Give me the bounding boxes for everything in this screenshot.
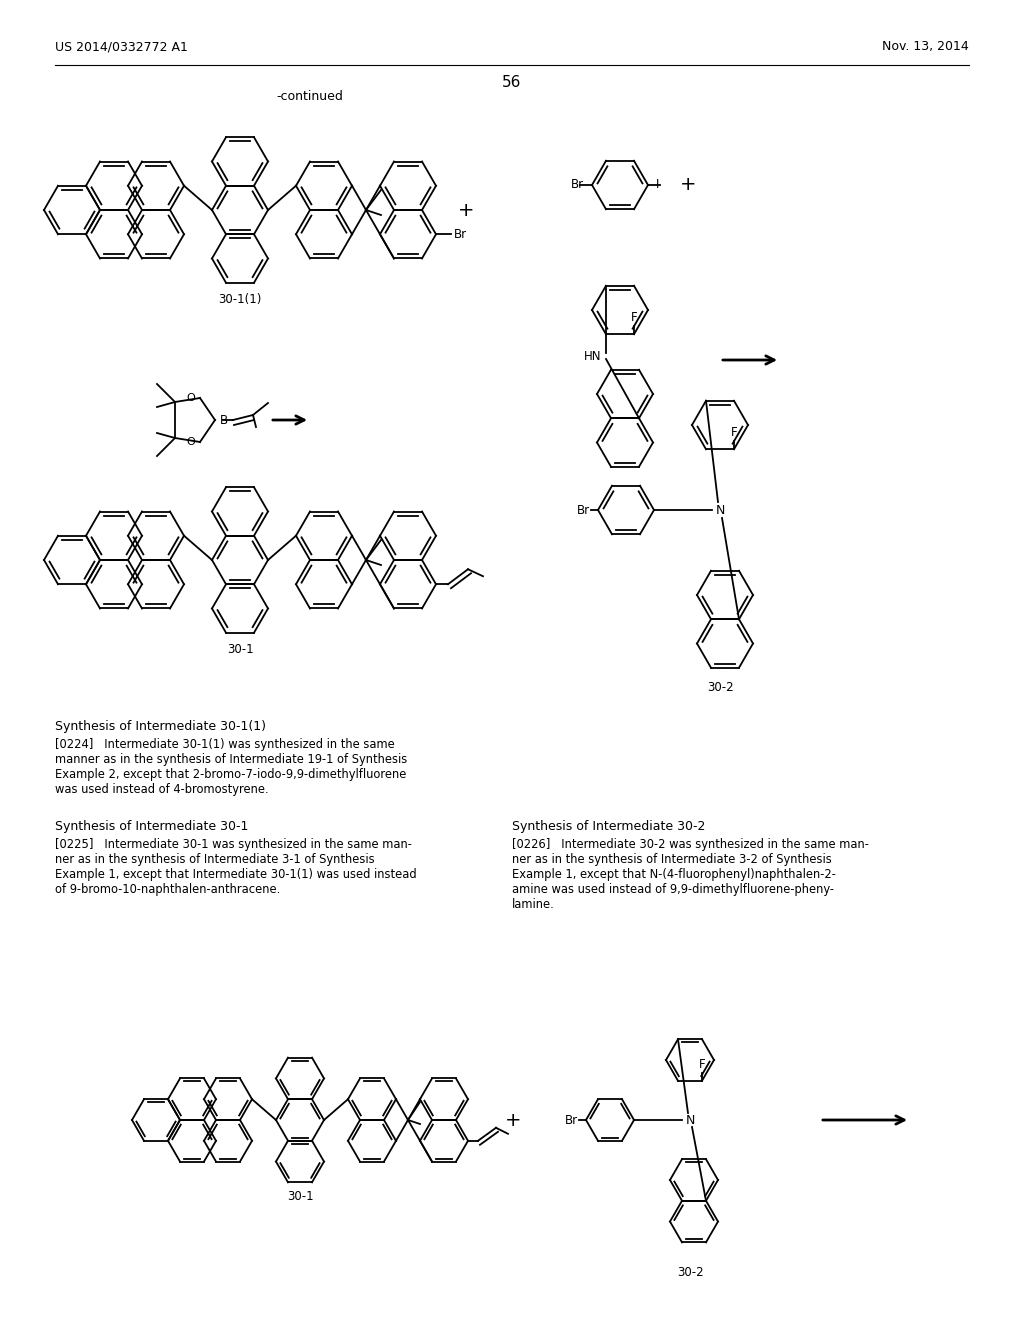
Text: Synthesis of Intermediate 30-1: Synthesis of Intermediate 30-1	[55, 820, 249, 833]
Text: 56: 56	[503, 75, 521, 90]
Text: Br: Br	[454, 228, 467, 240]
Text: 30-1(1): 30-1(1)	[218, 293, 262, 306]
Text: F: F	[631, 312, 637, 325]
Text: -continued: -continued	[276, 90, 343, 103]
Text: 30-2: 30-2	[677, 1266, 703, 1279]
Text: [0226]   Intermediate 30-2 was synthesized in the same man-
ner as in the synthe: [0226] Intermediate 30-2 was synthesized…	[512, 838, 869, 911]
Text: 30-1: 30-1	[287, 1189, 313, 1203]
Text: B: B	[220, 413, 228, 426]
Text: 30-1: 30-1	[226, 643, 253, 656]
Text: [0225]   Intermediate 30-1 was synthesized in the same man-
ner as in the synthe: [0225] Intermediate 30-1 was synthesized…	[55, 838, 417, 896]
Text: +: +	[458, 201, 474, 219]
Text: HN: HN	[584, 350, 601, 363]
Text: 30-2: 30-2	[707, 681, 733, 694]
Text: F: F	[698, 1057, 706, 1071]
Text: F: F	[731, 426, 737, 440]
Text: O: O	[186, 437, 195, 447]
Text: Br: Br	[570, 178, 584, 191]
Text: Synthesis of Intermediate 30-1(1): Synthesis of Intermediate 30-1(1)	[55, 719, 266, 733]
Text: O: O	[186, 393, 195, 403]
Text: Nov. 13, 2014: Nov. 13, 2014	[883, 40, 969, 53]
Text: [0224]   Intermediate 30-1(1) was synthesized in the same
manner as in the synth: [0224] Intermediate 30-1(1) was synthesi…	[55, 738, 408, 796]
Text: +: +	[505, 1110, 521, 1130]
Text: Br: Br	[565, 1114, 578, 1126]
Text: +: +	[680, 176, 696, 194]
Text: Synthesis of Intermediate 30-2: Synthesis of Intermediate 30-2	[512, 820, 706, 833]
Text: N: N	[716, 503, 725, 516]
Text: N: N	[685, 1114, 694, 1126]
Text: I: I	[656, 178, 659, 191]
Text: US 2014/0332772 A1: US 2014/0332772 A1	[55, 40, 187, 53]
Text: Br: Br	[577, 503, 590, 516]
